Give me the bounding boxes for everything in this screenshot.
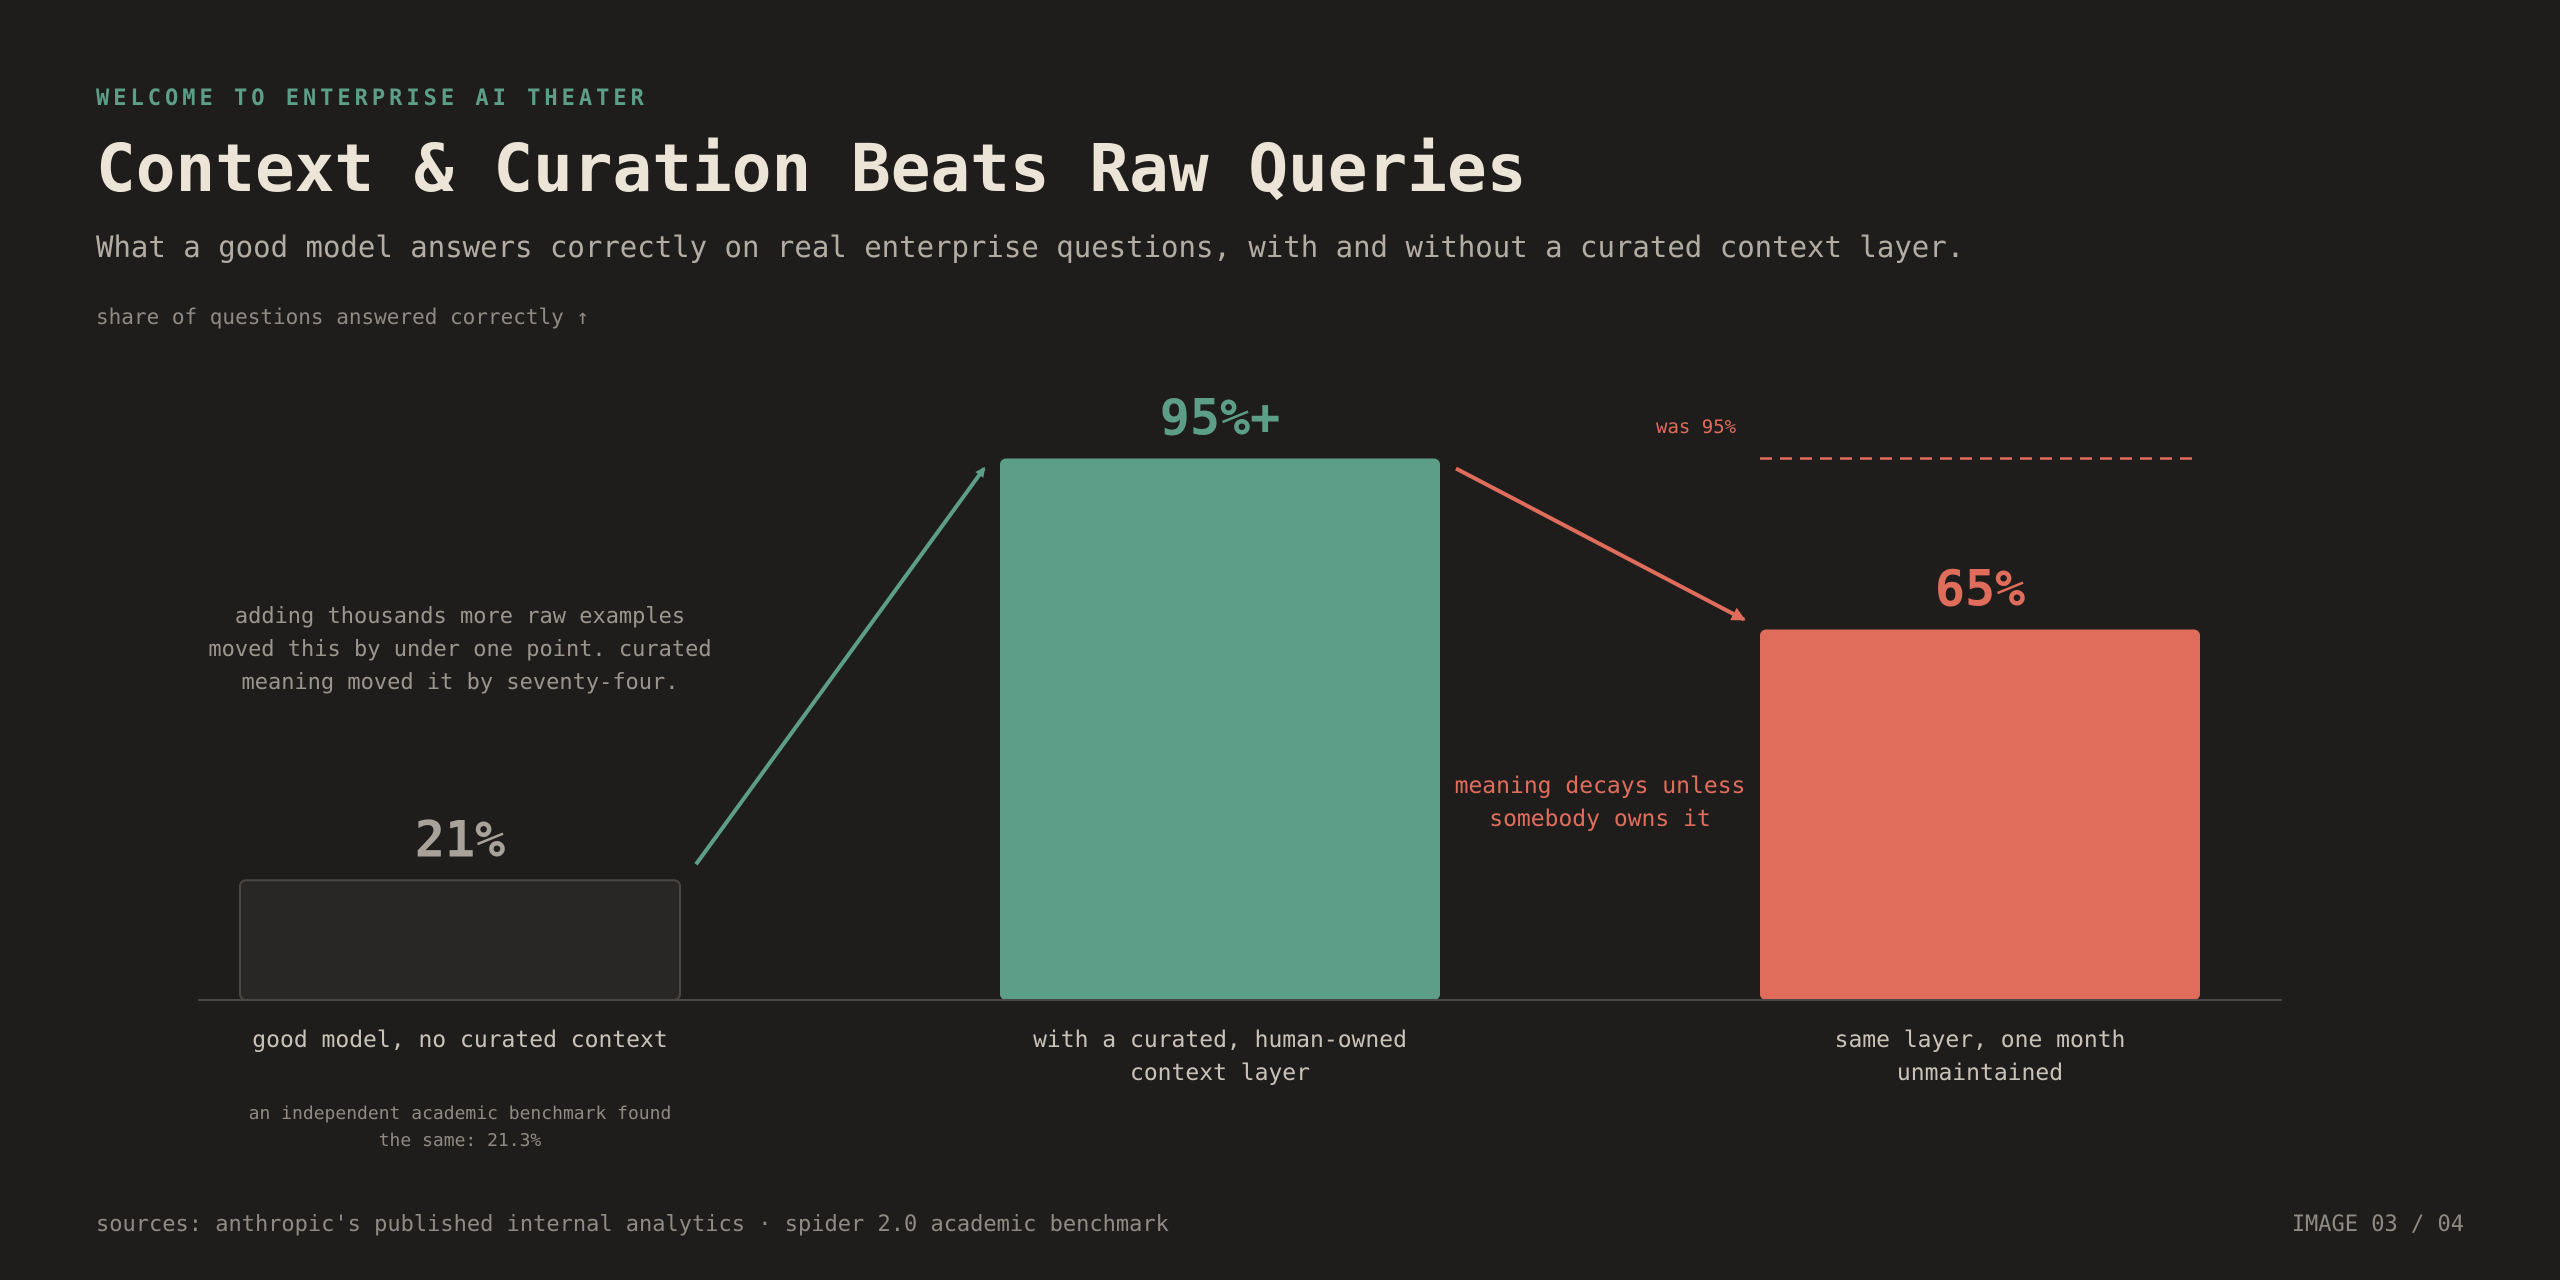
decay-note: meaning decays unless somebody owns it: [1454, 773, 1746, 832]
bar-curated: [1000, 458, 1440, 1000]
page-subtitle: What a good model answers correctly on r…: [96, 230, 1965, 264]
benchmark-note: an independent academic benchmark found …: [248, 1103, 672, 1151]
reference-line-label: was 95%: [1656, 416, 1737, 438]
raw-examples-note: adding thousands more raw examples moved…: [208, 604, 712, 695]
data-label-no-context: 21%: [415, 810, 505, 868]
page-counter: IMAGE 03 / 04: [2291, 1212, 2464, 1237]
eyebrow: WELCOME TO ENTERPRISE AI THEATER: [96, 86, 648, 111]
rise-arrow: [694, 466, 986, 866]
data-label-curated: 95%+: [1160, 389, 1280, 447]
category-label-no-context: good model, no curated context: [252, 1027, 668, 1053]
bar-unmaintained: [1760, 629, 2200, 1000]
page-title: Context & Curation Beats Raw Queries: [96, 130, 1527, 207]
category-label-curated: with a curated, human-owned context laye…: [1033, 1027, 1407, 1086]
bar-no-context: [239, 879, 681, 1001]
sources-footer: sources: anthropic's published internal …: [96, 1212, 1169, 1237]
decay-arrow: [1455, 466, 1746, 622]
category-label-unmaintained: same layer, one month unmaintained: [1834, 1027, 2126, 1086]
y-axis-caption: share of questions answered correctly ↑: [96, 305, 590, 329]
data-label-unmaintained: 65%: [1935, 560, 2025, 618]
